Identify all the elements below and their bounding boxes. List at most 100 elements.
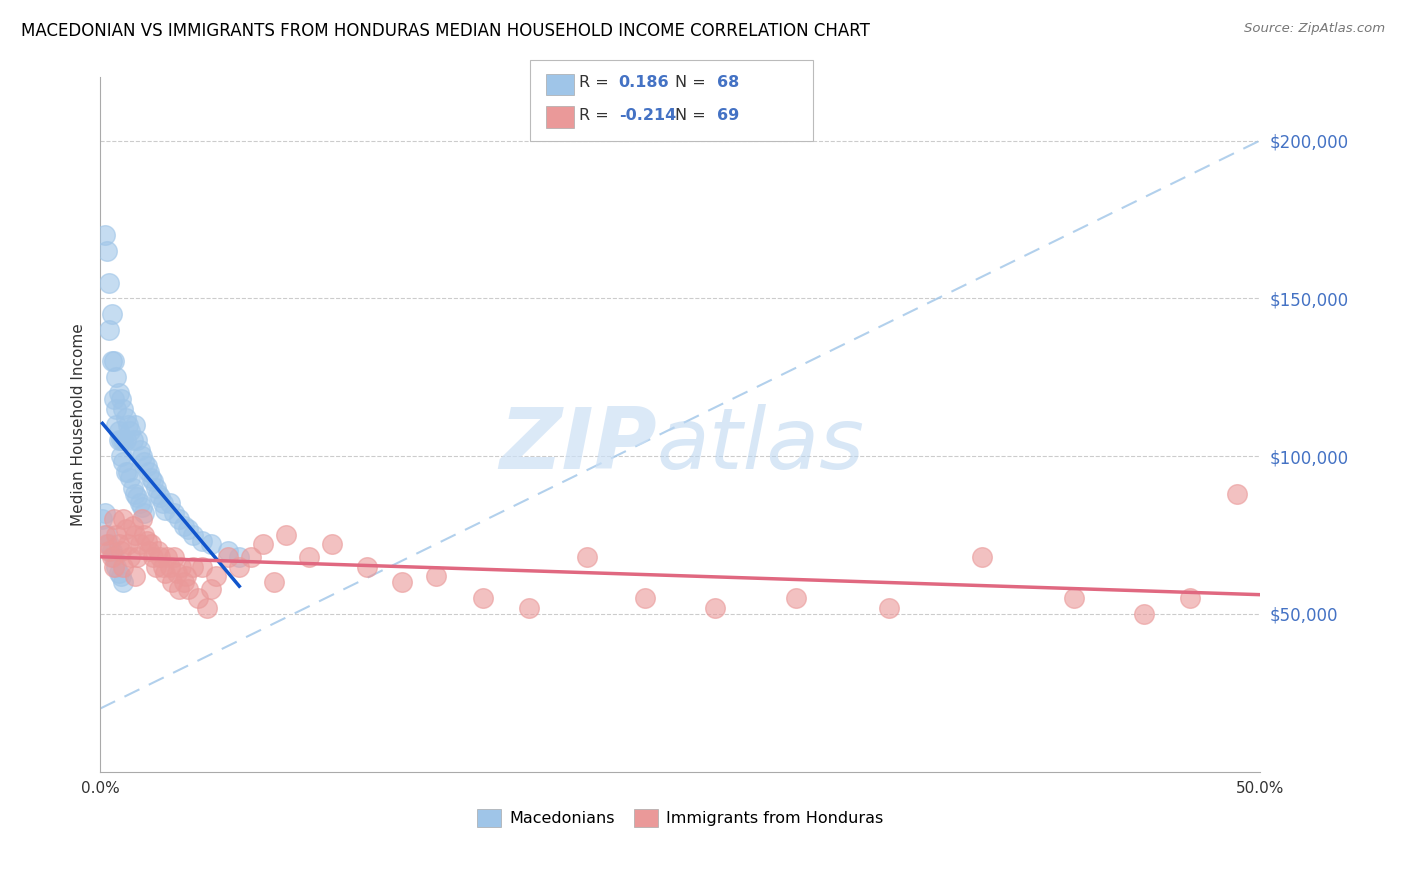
Point xyxy=(174,569,197,583)
Text: 0.186: 0.186 xyxy=(619,76,669,90)
Point xyxy=(217,543,239,558)
Point xyxy=(124,569,146,583)
Point xyxy=(91,512,114,526)
Point xyxy=(152,559,174,574)
Point xyxy=(138,465,160,479)
Point xyxy=(120,550,142,565)
Point xyxy=(105,528,128,542)
Point xyxy=(205,569,228,583)
Point xyxy=(146,487,169,501)
Point xyxy=(127,434,149,448)
Point xyxy=(239,550,262,565)
Point xyxy=(105,370,128,384)
Point xyxy=(159,559,181,574)
Point xyxy=(107,424,129,438)
Point xyxy=(117,417,139,432)
Point xyxy=(112,575,135,590)
Point xyxy=(146,543,169,558)
Point xyxy=(356,559,378,574)
Point xyxy=(112,559,135,574)
Point xyxy=(166,566,188,580)
Point xyxy=(134,506,156,520)
Point xyxy=(156,550,179,565)
Point xyxy=(128,496,150,510)
Point xyxy=(117,465,139,479)
Point xyxy=(124,487,146,501)
Point xyxy=(167,512,190,526)
Point xyxy=(128,537,150,551)
Point xyxy=(634,591,657,606)
Point xyxy=(191,559,214,574)
Point xyxy=(98,543,121,558)
Point xyxy=(105,401,128,416)
Point xyxy=(177,582,200,596)
Point xyxy=(160,575,183,590)
Point xyxy=(114,434,136,448)
Point xyxy=(103,512,125,526)
Point xyxy=(94,228,117,243)
Point xyxy=(195,600,218,615)
Point xyxy=(103,392,125,407)
Point xyxy=(100,354,122,368)
Point xyxy=(159,496,181,510)
Point xyxy=(105,417,128,432)
Point xyxy=(145,481,167,495)
Text: MACEDONIAN VS IMMIGRANTS FROM HONDURAS MEDIAN HOUSEHOLD INCOME CORRELATION CHART: MACEDONIAN VS IMMIGRANTS FROM HONDURAS M… xyxy=(21,22,870,40)
Point xyxy=(98,323,121,337)
Point xyxy=(153,502,176,516)
Point xyxy=(471,591,494,606)
Point xyxy=(124,528,146,542)
Point xyxy=(142,550,165,565)
Point xyxy=(217,550,239,565)
Point xyxy=(181,528,204,542)
Point xyxy=(98,276,121,290)
Point xyxy=(576,550,599,565)
Point xyxy=(1180,591,1202,606)
Point xyxy=(252,537,274,551)
Point xyxy=(149,550,172,565)
Point xyxy=(121,481,143,495)
Text: N =: N = xyxy=(675,76,706,90)
Point xyxy=(1226,487,1249,501)
Point xyxy=(703,600,725,615)
Point xyxy=(112,512,135,526)
Point xyxy=(105,559,128,574)
Point xyxy=(110,434,132,448)
Point xyxy=(877,600,900,615)
Point xyxy=(131,449,153,463)
Point xyxy=(110,569,132,583)
Point xyxy=(191,534,214,549)
Point xyxy=(110,392,132,407)
Point xyxy=(121,434,143,448)
Point xyxy=(163,506,186,520)
Point xyxy=(100,543,122,558)
Point xyxy=(127,490,149,504)
Point xyxy=(120,471,142,485)
Point xyxy=(1063,591,1085,606)
Point xyxy=(170,559,193,574)
Point xyxy=(228,550,250,565)
Point xyxy=(107,537,129,551)
Point xyxy=(103,559,125,574)
Point xyxy=(187,591,209,606)
Point xyxy=(98,537,121,551)
Point xyxy=(124,417,146,432)
Point xyxy=(107,566,129,580)
Legend: Macedonians, Immigrants from Honduras: Macedonians, Immigrants from Honduras xyxy=(471,803,890,833)
Point xyxy=(152,496,174,510)
Point xyxy=(96,537,118,551)
Point xyxy=(274,528,297,542)
Text: atlas: atlas xyxy=(657,404,865,487)
Text: R =: R = xyxy=(579,76,609,90)
Text: ZIP: ZIP xyxy=(499,404,657,487)
Point xyxy=(114,522,136,536)
Point xyxy=(112,455,135,469)
Text: R =: R = xyxy=(579,108,609,122)
Point xyxy=(100,307,122,321)
Point xyxy=(112,434,135,448)
Point xyxy=(127,550,149,565)
Point xyxy=(110,449,132,463)
Point xyxy=(134,455,156,469)
Text: N =: N = xyxy=(675,108,706,122)
Point xyxy=(200,582,222,596)
